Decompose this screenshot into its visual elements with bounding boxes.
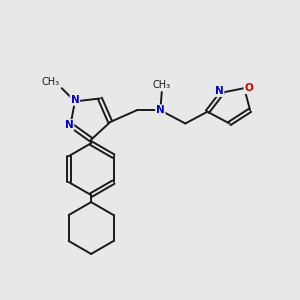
Text: N: N — [70, 95, 79, 105]
Text: N: N — [215, 86, 224, 96]
Text: O: O — [244, 83, 253, 93]
Text: CH₃: CH₃ — [153, 80, 171, 90]
Text: N: N — [156, 105, 165, 115]
Text: N: N — [65, 120, 74, 130]
Text: CH₃: CH₃ — [41, 77, 59, 87]
